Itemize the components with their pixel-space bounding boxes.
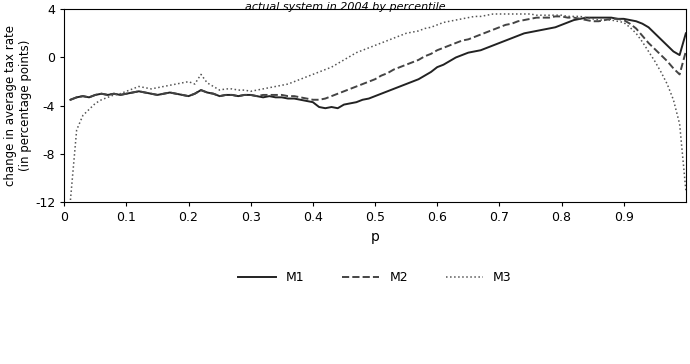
M1 [209, 91, 217, 96]
M2 [184, 94, 193, 98]
M2 [66, 98, 75, 102]
M1 [184, 94, 193, 98]
Legend: M1, M2, M3: M1, M2, M3 [233, 266, 517, 289]
X-axis label: p: p [371, 230, 380, 244]
M3 [433, 23, 442, 27]
Text: actual system in 2004 by percentile: actual system in 2004 by percentile [245, 2, 445, 12]
M1 [682, 31, 690, 36]
Y-axis label: change in average tax rate
(in percentage points): change in average tax rate (in percentag… [4, 25, 32, 186]
M1 [663, 43, 671, 48]
M3 [66, 198, 75, 202]
M2 [682, 49, 690, 54]
M1 [390, 87, 398, 91]
M3 [489, 12, 497, 16]
Line: M2: M2 [70, 16, 686, 100]
M3 [384, 38, 392, 43]
M3 [682, 188, 690, 193]
M3 [657, 70, 665, 74]
Line: M3: M3 [70, 14, 686, 200]
M1 [644, 25, 653, 29]
M2 [433, 48, 442, 52]
M2 [657, 53, 665, 57]
M1 [440, 63, 448, 67]
M2 [209, 91, 217, 96]
M2 [551, 14, 560, 19]
M1 [321, 106, 329, 110]
M1 [66, 98, 75, 102]
M2 [638, 33, 647, 38]
Line: M1: M1 [70, 17, 686, 108]
M1 [582, 15, 591, 20]
M3 [184, 79, 193, 84]
M3 [638, 40, 647, 44]
M2 [384, 71, 392, 75]
M3 [209, 84, 217, 89]
